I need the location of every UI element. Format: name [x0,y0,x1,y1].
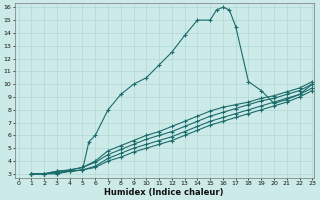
X-axis label: Humidex (Indice chaleur): Humidex (Indice chaleur) [104,188,224,197]
